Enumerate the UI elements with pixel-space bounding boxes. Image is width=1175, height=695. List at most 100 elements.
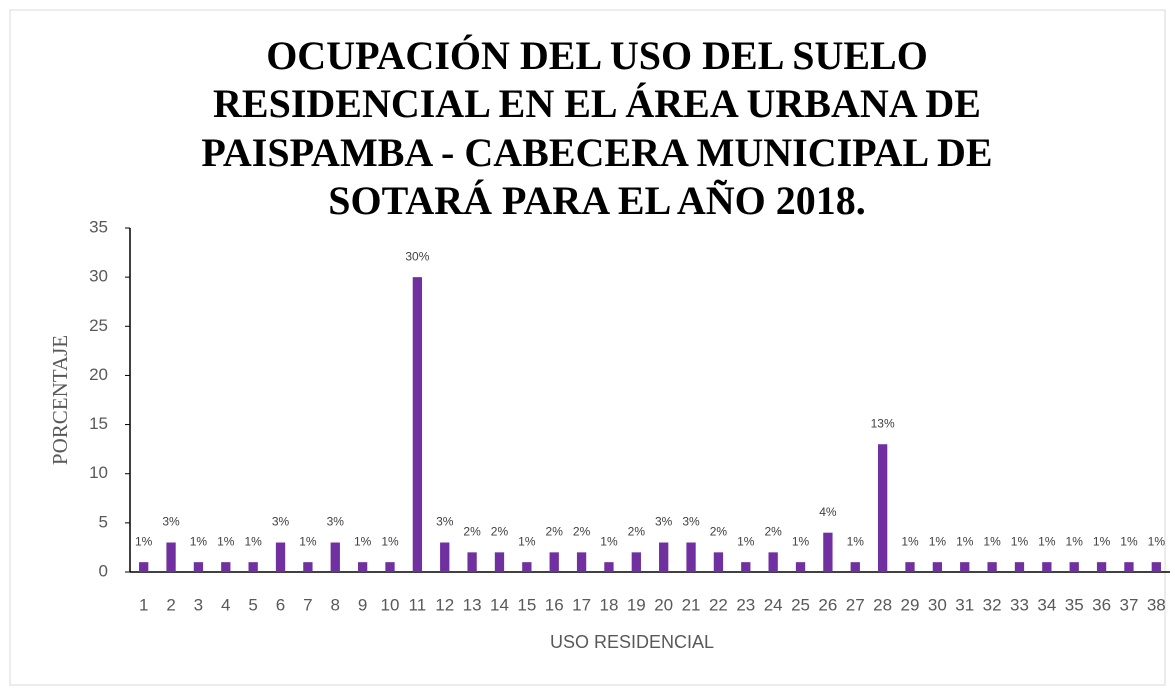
x-tick-label: 34: [1037, 595, 1056, 614]
bar: [686, 542, 696, 572]
chart-title: SOTARÁ PARA EL AÑO 2018.: [328, 178, 865, 223]
x-tick-label: 18: [599, 595, 618, 614]
x-tick-label: 27: [846, 595, 865, 614]
bar: [193, 562, 204, 572]
value-label: 2%: [628, 525, 646, 539]
value-label: 1%: [299, 534, 317, 548]
x-tick-label: 38: [1147, 595, 1166, 614]
bar: [877, 444, 888, 572]
x-tick-label: 26: [818, 595, 837, 614]
x-tick-label: 17: [572, 595, 591, 614]
value-label: 1%: [354, 534, 372, 548]
bar: [932, 562, 943, 572]
bar: [166, 542, 176, 572]
value-label: 2%: [546, 525, 564, 539]
bar: [1151, 562, 1161, 572]
value-label: 2%: [491, 525, 509, 539]
value-label: 3%: [327, 515, 345, 529]
y-tick-label: 15: [89, 414, 108, 433]
value-label: 1%: [1148, 534, 1166, 548]
x-tick-label: 37: [1119, 595, 1138, 614]
value-label: 1%: [1038, 534, 1056, 548]
value-label: 1%: [135, 534, 153, 548]
value-label: 1%: [956, 534, 974, 548]
x-tick-label: 8: [331, 595, 340, 614]
value-label: 3%: [655, 515, 673, 529]
x-tick-label: 14: [490, 595, 509, 614]
x-tick-label: 33: [1010, 595, 1029, 614]
x-tick-label: 35: [1065, 595, 1084, 614]
x-tick-label: 23: [736, 595, 755, 614]
bar: [768, 552, 778, 572]
bar: [275, 542, 286, 572]
x-axis-label: USO RESIDENCIAL: [550, 632, 714, 652]
x-tick-label: 11: [409, 595, 427, 614]
bar: [467, 552, 477, 572]
y-tick-label: 25: [89, 316, 108, 335]
bar: [139, 562, 149, 572]
x-tick-label: 25: [791, 595, 810, 614]
y-tick-label: 5: [99, 512, 108, 531]
bar: [1096, 562, 1107, 572]
chart-title: RESIDENCIAL EN EL ÁREA URBANA DE: [213, 81, 981, 126]
x-tick-label: 3: [194, 595, 203, 614]
value-label: 1%: [792, 534, 810, 548]
value-label: 3%: [436, 515, 454, 529]
value-label: 2%: [573, 525, 591, 539]
x-tick-label: 15: [517, 595, 536, 614]
value-label: 3%: [682, 515, 700, 529]
value-label: 2%: [710, 525, 728, 539]
y-tick-label: 10: [89, 463, 108, 482]
x-tick-label: 30: [928, 595, 947, 614]
value-label: 1%: [190, 534, 208, 548]
bar: [576, 552, 587, 572]
chart-title: OCUPACIÓN DEL USO DEL SUELO: [266, 33, 928, 78]
x-tick-label: 12: [435, 595, 454, 614]
bar: [631, 552, 641, 572]
x-tick-label: 19: [627, 595, 646, 614]
x-tick-label: 24: [764, 595, 783, 614]
value-label: 1%: [1066, 534, 1084, 548]
x-tick-label: 32: [983, 595, 1002, 614]
bar: [522, 562, 532, 572]
x-tick-label: 20: [654, 595, 673, 614]
y-tick-label: 35: [89, 217, 108, 236]
x-tick-label: 2: [166, 595, 175, 614]
bar: [330, 542, 340, 572]
y-axis-label: PORCENTAJE: [48, 335, 72, 465]
bar: [412, 277, 423, 572]
y-tick-label: 0: [99, 561, 108, 580]
x-tick-label: 10: [381, 595, 400, 614]
x-tick-label: 22: [709, 595, 728, 614]
value-label: 1%: [600, 534, 618, 548]
x-tick-label: 21: [682, 595, 701, 614]
x-tick-label: 4: [221, 595, 230, 614]
value-label: 3%: [162, 515, 180, 529]
x-tick-label: 31: [955, 595, 974, 614]
bar: [1014, 562, 1025, 572]
value-label: 1%: [1011, 534, 1029, 548]
value-label: 2%: [764, 525, 782, 539]
bar: [741, 562, 751, 572]
bar: [823, 532, 833, 572]
bar: [357, 562, 368, 572]
x-tick-label: 29: [901, 595, 920, 614]
x-tick-label: 13: [463, 595, 482, 614]
value-label: 1%: [929, 534, 947, 548]
bar: [248, 562, 258, 572]
bar: [987, 562, 997, 572]
x-tick-label: 16: [545, 595, 564, 614]
y-tick-label: 20: [89, 365, 108, 384]
bar: [604, 562, 614, 572]
bar: [960, 562, 970, 572]
value-label: 1%: [983, 534, 1001, 548]
value-label: 1%: [901, 534, 919, 548]
bar: [1124, 562, 1134, 572]
x-tick-label: 5: [248, 595, 257, 614]
value-label: 13%: [871, 416, 895, 430]
y-tick-label: 30: [89, 267, 108, 286]
value-label: 1%: [847, 534, 865, 548]
bar: [905, 562, 915, 572]
bar: [795, 562, 806, 572]
